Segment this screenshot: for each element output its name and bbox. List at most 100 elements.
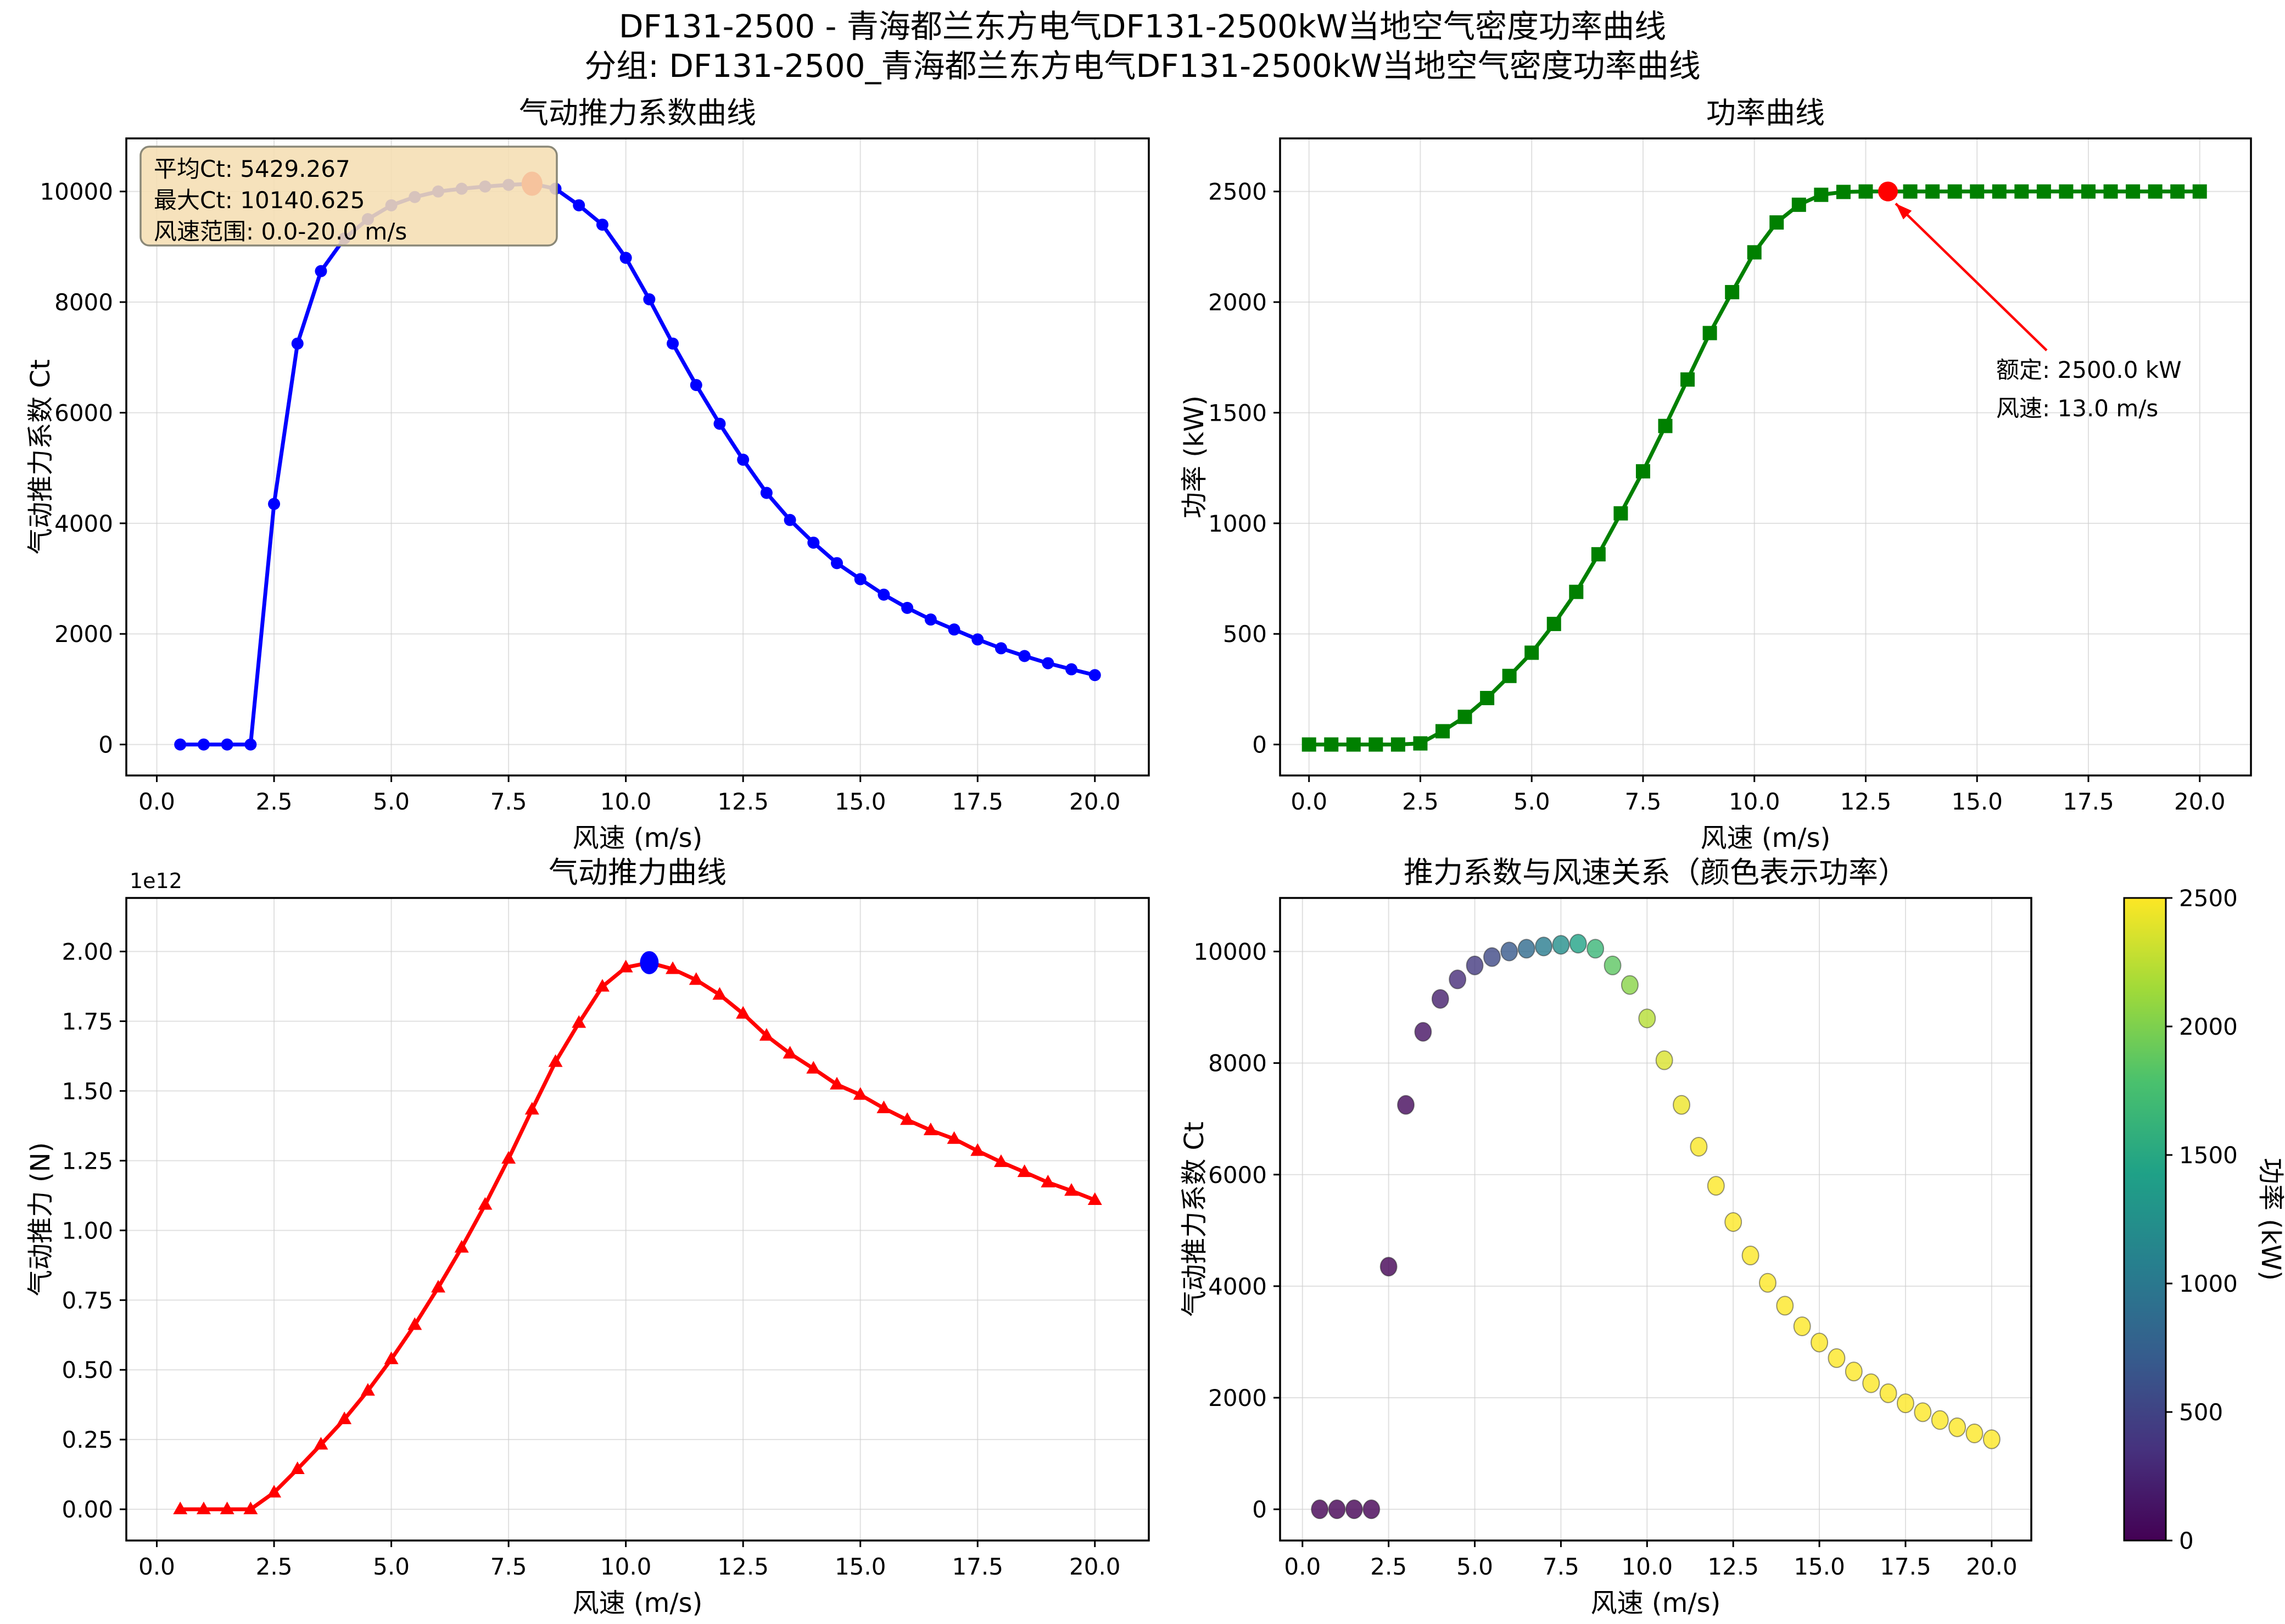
plot-frame [125,897,1150,1542]
data-point [197,738,210,751]
scatter-point [1586,939,1605,959]
x-tick-label: 17.5 [952,1553,1003,1580]
data-point [736,1006,751,1019]
x-tick-label: 12.5 [1707,1553,1759,1580]
data-point [290,1461,305,1474]
data-point [667,337,679,350]
data-point [690,379,702,392]
data-point [713,417,726,430]
y-tick-label: 8000 [54,289,113,316]
data-point [923,1123,938,1136]
x-tick-label: 0.0 [1290,788,1327,815]
data-point [759,1028,774,1041]
x-tick-label: 20.0 [1069,788,1121,815]
data-point [947,1131,962,1144]
data-point [689,972,703,985]
colorbar-gradient [2124,898,2166,1541]
series-line [178,961,1097,1511]
y-tick-label: 1500 [1208,399,1267,426]
x-axis-label: 风速 (m/s) [573,823,703,853]
series-line [178,182,1097,747]
x-tick-label: 12.5 [717,1553,769,1580]
annotation-arrow-head [1896,203,1912,220]
scatter-point [1828,1348,1846,1368]
y-tick-label: 0.00 [62,1496,113,1523]
data-point [360,1383,375,1396]
data-point [1301,737,1316,752]
scatter-point [1449,969,1467,990]
figure-title-line1: DF131-2500 - 青海都兰东方电气DF131-2500kW当地空气密度功… [618,8,1667,45]
scatter-point [1517,939,1535,959]
x-axis-label: 风速 (m/s) [1591,1588,1721,1619]
ct-coefficient-plot: 平均Ct: 5429.267 最大Ct: 10140.625 风速范围: 0.0-2… [25,96,1150,853]
data-point [1065,663,1078,676]
scatter-point [1948,1417,1966,1437]
x-tick-label: 2.5 [256,788,293,815]
scatter-point [1397,1095,1415,1115]
data-point [783,1046,797,1059]
y-tick-label: 1.25 [62,1147,113,1174]
colorbar-tick-label: 500 [2179,1399,2223,1426]
data-point [1017,1164,1032,1177]
data-point [1635,464,1650,479]
data-point [900,1112,915,1125]
data-point [174,738,187,751]
x-tick-label: 5.0 [1513,788,1550,815]
scatter-point [1793,1316,1811,1336]
x-tick-label: 20.0 [1966,1553,2018,1580]
data-point [2103,184,2118,199]
scatter-point [1431,989,1449,1009]
plot-title: 推力系数与风速关系（颜色表示功率） [1404,855,1908,890]
scatter-point [1362,1499,1381,1520]
scatter-point [1776,1296,1794,1316]
data-point [548,1054,563,1067]
series-markers [1301,184,2207,752]
data-point [807,537,820,549]
scatter-point [1724,1212,1742,1232]
data-point [784,514,796,526]
tick-labels: 0.0 2.5 5.0 7.5 10.0 12.5 15.0 17.5 20.0 0 500 1000… [1208,178,2225,815]
x-tick-label: 15.0 [835,1553,886,1580]
x-axis-label: 风速 (m/s) [1701,823,1831,853]
stats-box-background [139,146,558,247]
data-point [221,738,233,751]
data-point [173,1502,188,1515]
data-point [1346,737,1361,752]
data-point [2081,184,2096,199]
axes: 额定: 2500.0 kW 风速: 13.0 m/s 0.0 2.5 5.0 7.5 10.… [1179,96,2252,853]
rated-annotation-line: 额定: 2500.0 kW [1996,356,2182,383]
x-tick-label: 0.0 [1284,1553,1321,1580]
data-point [666,961,680,974]
y-axis-label: 气动推力 (N) [25,1142,56,1297]
data-point [384,1351,399,1364]
data-point [1747,245,1762,260]
y-tick-label: 1000 [1208,510,1267,537]
data-point [2036,184,2051,199]
data-point [1702,326,1717,341]
scatter-point [1845,1361,1863,1382]
y-tick-label: 6000 [1208,1162,1267,1188]
data-point [1992,184,2007,199]
data-point [830,1076,845,1090]
axis-offset-text: 1e12 [130,869,182,893]
data-point [970,1143,985,1156]
data-point [407,1317,422,1330]
data-point [995,642,1007,655]
x-tick-label: 0.0 [138,1553,175,1580]
plot-title: 功率曲线 [1706,96,1825,130]
data-point [2126,184,2141,199]
y-tick-label: 8000 [1208,1050,1267,1077]
thrust-curve-plot: 0.0 2.5 5.0 7.5 10.0 12.5 15.0 17.5 20.0 0.00 0.25… [25,855,1150,1619]
x-tick-label: 5.0 [1456,1553,1493,1580]
y-tick-label: 0.25 [62,1426,113,1453]
x-tick-label: 17.5 [952,788,1003,815]
scatter-point [1758,1273,1776,1293]
x-tick-label: 2.5 [1370,1553,1407,1580]
data-point [1791,197,1806,212]
data-point [1769,215,1784,230]
stats-box-line: 平均Ct: 5429.267 [154,155,350,182]
data-point [924,613,937,626]
scatter-point [1500,941,1518,962]
data-point [1457,710,1472,724]
y-axis-label: 气动推力系数 Ct [1179,1121,1210,1317]
